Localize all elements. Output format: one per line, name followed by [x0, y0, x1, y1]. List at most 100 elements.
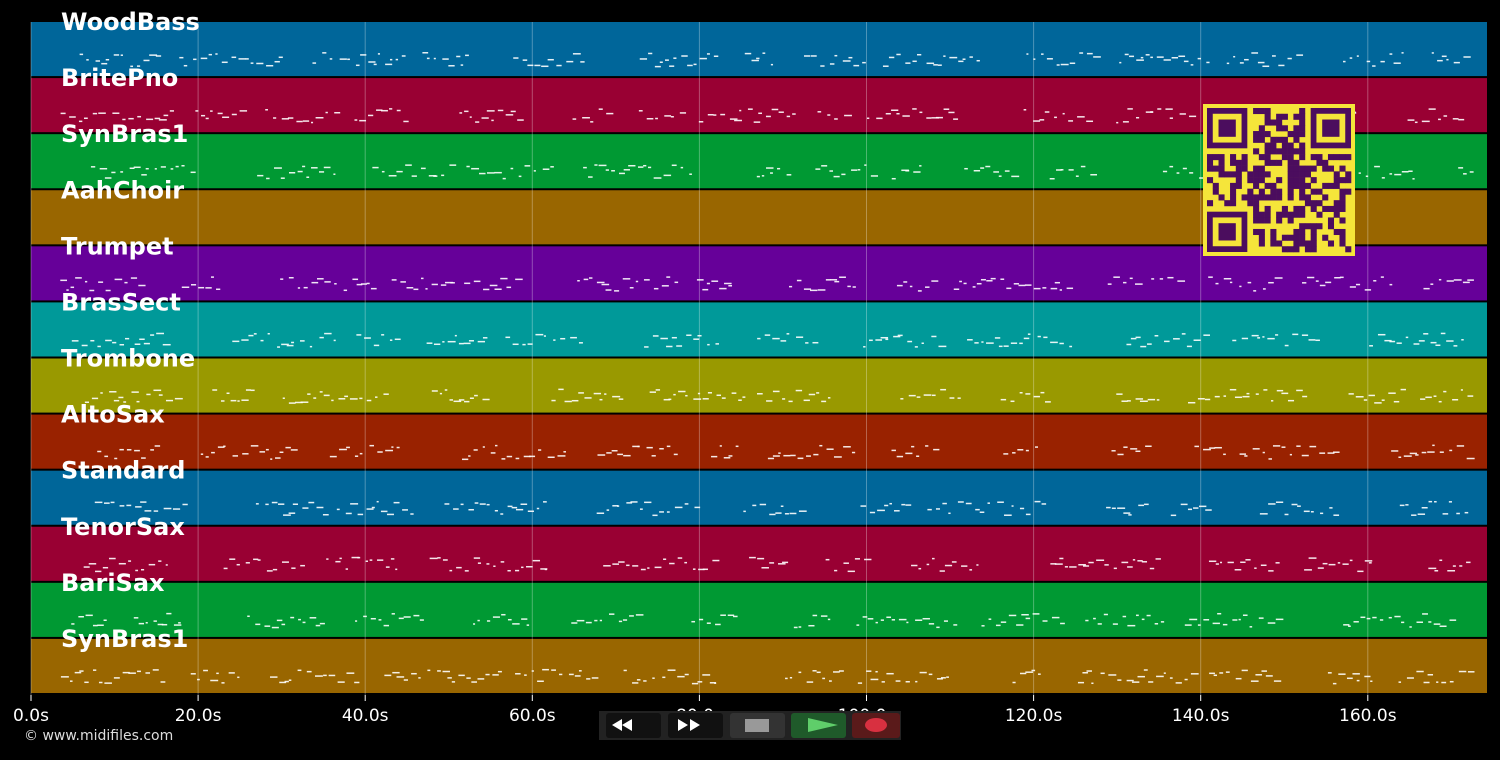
- note: [689, 173, 692, 175]
- note: [489, 284, 498, 287]
- note: [564, 400, 572, 403]
- note: [165, 564, 168, 566]
- note: [315, 624, 321, 627]
- forward-button[interactable]: [668, 713, 723, 738]
- note: [777, 167, 781, 170]
- note: [1140, 345, 1147, 348]
- note: [221, 682, 225, 684]
- note: [497, 670, 502, 673]
- note: [84, 280, 88, 283]
- note: [1189, 172, 1194, 174]
- note: [1159, 278, 1164, 280]
- note: [698, 618, 704, 621]
- note: [153, 510, 159, 512]
- button-bg[interactable]: [606, 713, 661, 738]
- note: [156, 332, 165, 335]
- record-icon[interactable]: [865, 718, 887, 732]
- record-button[interactable]: [852, 713, 900, 738]
- note: [1131, 681, 1140, 683]
- rewind-icon[interactable]: [612, 719, 632, 731]
- note: [338, 398, 346, 400]
- note: [181, 165, 185, 167]
- note: [130, 65, 134, 68]
- note: [957, 501, 964, 503]
- note: [173, 624, 182, 626]
- note: [395, 568, 398, 571]
- rewind-button[interactable]: [606, 713, 661, 738]
- note: [460, 64, 464, 66]
- note: [702, 674, 711, 676]
- qr-cell: [1293, 177, 1300, 184]
- note: [522, 59, 528, 61]
- note: [666, 511, 670, 513]
- note: [309, 617, 317, 619]
- note: [765, 115, 771, 118]
- note: [146, 118, 154, 121]
- note: [976, 59, 980, 62]
- play-button[interactable]: [791, 713, 846, 738]
- note: [772, 390, 780, 393]
- stop-icon[interactable]: [745, 719, 769, 732]
- copyright: © www.midifiles.com: [24, 728, 173, 744]
- note: [1035, 446, 1039, 448]
- note: [980, 167, 985, 169]
- note: [1358, 172, 1361, 174]
- note: [1013, 283, 1019, 285]
- qr-cell: [1253, 136, 1260, 143]
- note: [881, 681, 885, 683]
- note: [629, 615, 634, 617]
- note: [429, 557, 438, 560]
- note: [442, 341, 445, 343]
- note: [394, 338, 401, 341]
- note: [786, 115, 791, 118]
- note: [1379, 619, 1384, 621]
- note: [466, 165, 470, 168]
- note: [1261, 670, 1267, 672]
- play-icon[interactable]: [808, 718, 838, 732]
- note: [1054, 281, 1060, 284]
- note: [810, 55, 817, 57]
- qr-cell: [1264, 113, 1271, 120]
- note: [843, 446, 851, 448]
- note: [1116, 121, 1119, 124]
- note: [90, 166, 96, 168]
- stop-button[interactable]: [730, 713, 785, 738]
- note: [1122, 615, 1127, 618]
- note: [1452, 398, 1459, 401]
- note: [232, 340, 240, 343]
- note: [1041, 503, 1047, 505]
- note: [961, 565, 968, 567]
- note: [1315, 280, 1319, 282]
- note: [1117, 507, 1126, 509]
- forward-icon[interactable]: [678, 719, 700, 731]
- note: [410, 513, 414, 515]
- note: [884, 504, 889, 507]
- note: [1011, 175, 1020, 178]
- note: [808, 393, 816, 396]
- note: [550, 166, 554, 168]
- qr-cell: [1339, 194, 1346, 201]
- note: [211, 451, 215, 454]
- track-label: TenorSax: [61, 513, 185, 541]
- note: [540, 568, 548, 570]
- note: [506, 455, 513, 458]
- note: [697, 681, 703, 683]
- note: [83, 117, 88, 120]
- note: [671, 164, 677, 167]
- note: [536, 507, 540, 510]
- qr-cell: [1258, 165, 1265, 172]
- qr-cell: [1207, 165, 1214, 172]
- note: [789, 512, 797, 515]
- note: [137, 670, 141, 673]
- note: [1254, 567, 1257, 569]
- note: [767, 457, 775, 460]
- note: [302, 621, 306, 624]
- note: [1069, 62, 1076, 65]
- note: [975, 508, 980, 511]
- note: [1060, 622, 1065, 625]
- note: [393, 501, 400, 504]
- qr-cell: [1310, 240, 1317, 247]
- note: [163, 507, 172, 510]
- note: [931, 335, 937, 338]
- note: [1136, 116, 1140, 119]
